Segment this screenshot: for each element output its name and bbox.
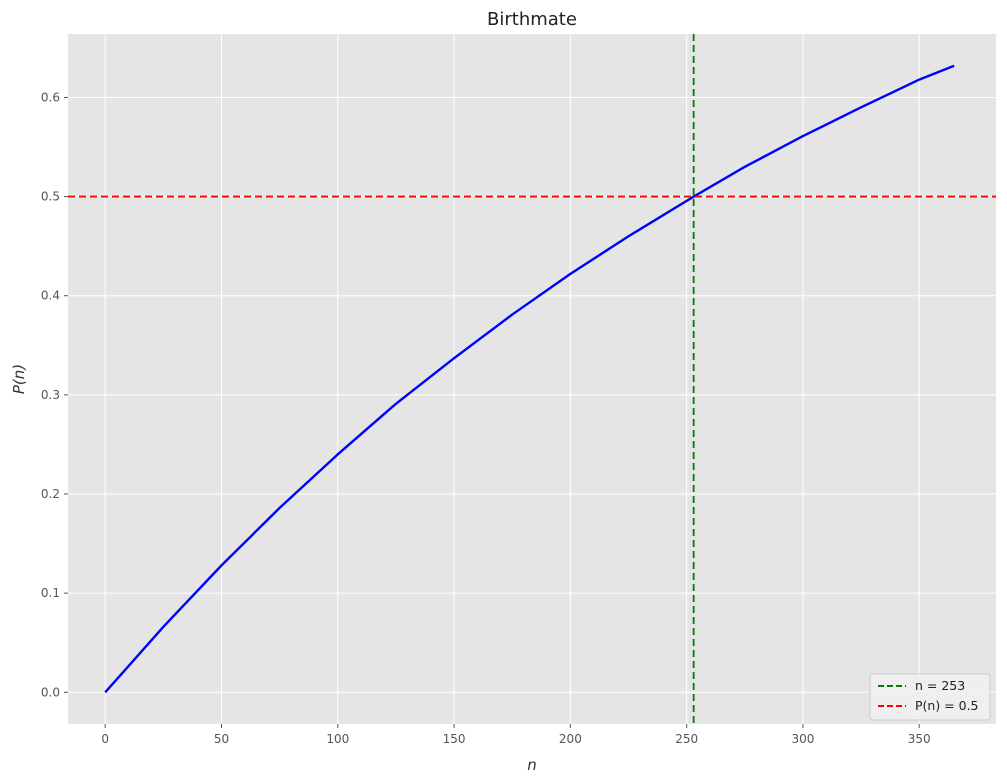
y-tick-label: 0.2	[41, 487, 60, 501]
x-tick-label: 350	[908, 732, 931, 746]
x-tick-label: 150	[443, 732, 466, 746]
x-tick-label: 50	[214, 732, 229, 746]
series-line	[104, 64, 955, 694]
legend: n = 253 P(n) = 0.5	[869, 673, 991, 721]
y-tick-label: 0.6	[41, 90, 60, 104]
x-tick-label: 250	[675, 732, 698, 746]
legend-label-n: n = 253	[915, 678, 965, 693]
x-tick-label: 0	[101, 732, 109, 746]
x-axis-label: n	[527, 756, 537, 774]
legend-label-p: P(n) = 0.5	[915, 698, 979, 713]
x-tick-label: 200	[559, 732, 582, 746]
ticks: 0 50 100 150 200 250 300 350 0.0 0.1 0.2 0.3 0.4 0.5 0…	[41, 90, 931, 746]
y-tick-label: 0.0	[41, 685, 60, 699]
x-tick-label: 100	[326, 732, 349, 746]
y-tick-label: 0.1	[41, 586, 60, 600]
plot-area	[68, 34, 996, 724]
reference-lines	[68, 34, 996, 724]
x-tick-label: 300	[792, 732, 815, 746]
y-tick-label: 0.3	[41, 388, 60, 402]
y-tick-label: 0.4	[41, 289, 60, 303]
series-layer	[104, 64, 955, 694]
y-tick-label: 0.5	[41, 190, 60, 204]
chart-title: Birthmate	[487, 9, 577, 30]
y-axis-label: P(n)	[10, 364, 28, 394]
